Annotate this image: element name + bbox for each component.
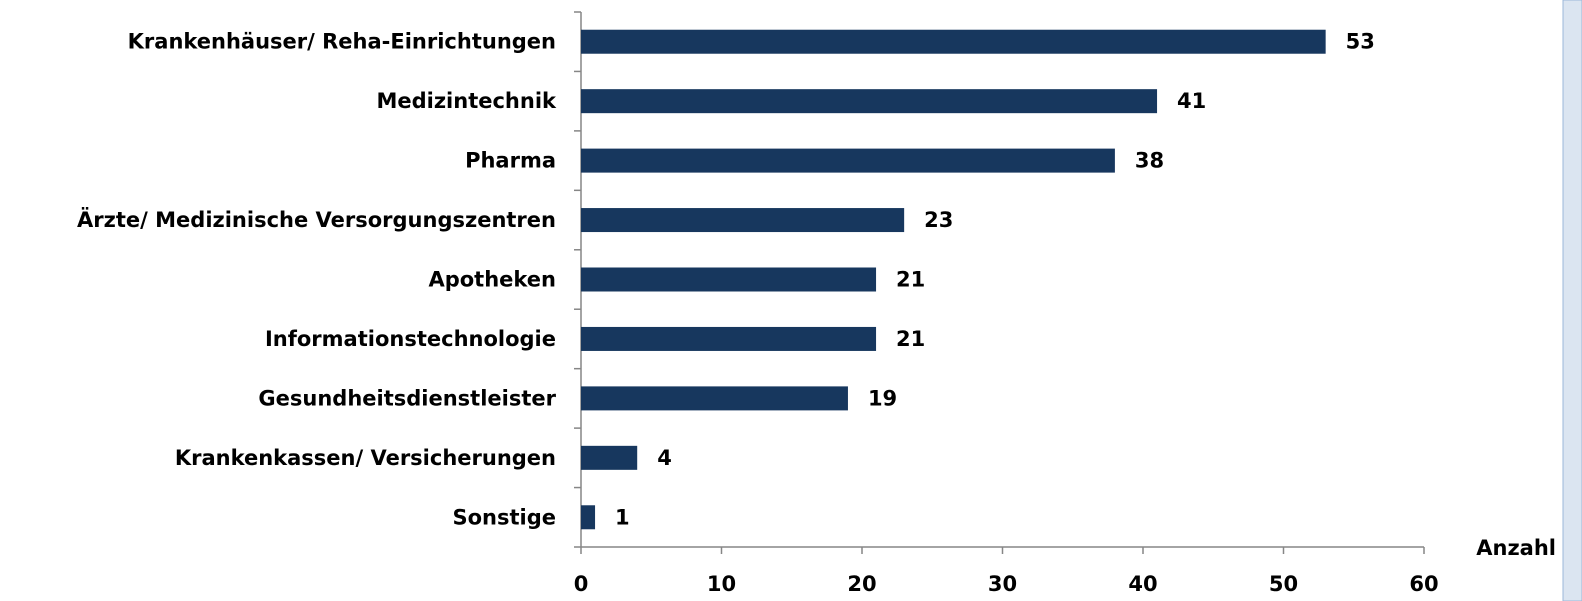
x-tick-label: 0 xyxy=(574,572,589,596)
bar xyxy=(581,148,1115,173)
bar xyxy=(581,89,1158,114)
value-label: 21 xyxy=(896,268,925,292)
y-tick-label: Medizintechnik xyxy=(376,89,557,113)
value-label: 21 xyxy=(896,327,925,351)
y-tick-label: Pharma xyxy=(465,149,556,173)
y-tick-label: Sonstige xyxy=(452,505,556,529)
value-label: 53 xyxy=(1346,30,1375,54)
side-strip xyxy=(1562,0,1582,601)
bar xyxy=(581,267,877,292)
value-label: 1 xyxy=(615,505,630,529)
value-label: 4 xyxy=(657,446,672,470)
value-label: 19 xyxy=(868,386,897,410)
bar xyxy=(581,208,905,233)
x-tick-label: 20 xyxy=(847,572,876,596)
y-tick-label: Apotheken xyxy=(428,268,556,292)
bar xyxy=(581,386,848,411)
bar xyxy=(581,505,596,530)
bar xyxy=(581,326,877,351)
value-label: 38 xyxy=(1135,149,1164,173)
y-tick-label: Gesundheitsdienstleister xyxy=(258,386,556,410)
value-label: 41 xyxy=(1177,89,1206,113)
y-tick-label: Krankenkassen/ Versicherungen xyxy=(175,446,556,470)
value-label: 23 xyxy=(924,208,953,232)
x-tick-label: 50 xyxy=(1269,572,1298,596)
x-tick-label: 60 xyxy=(1409,572,1438,596)
bar xyxy=(581,29,1326,54)
x-tick-label: 40 xyxy=(1128,572,1157,596)
y-tick-label: Krankenhäuser/ Reha-Einrichtungen xyxy=(128,30,556,54)
x-tick-label: 10 xyxy=(707,572,736,596)
x-tick-label: 30 xyxy=(988,572,1017,596)
x-axis-label: Anzahl xyxy=(1476,536,1556,560)
y-tick-label: Ärzte/ Medizinische Versorgungszentren xyxy=(77,207,556,232)
bar xyxy=(581,445,638,470)
y-tick-label: Informationstechnologie xyxy=(265,327,556,351)
